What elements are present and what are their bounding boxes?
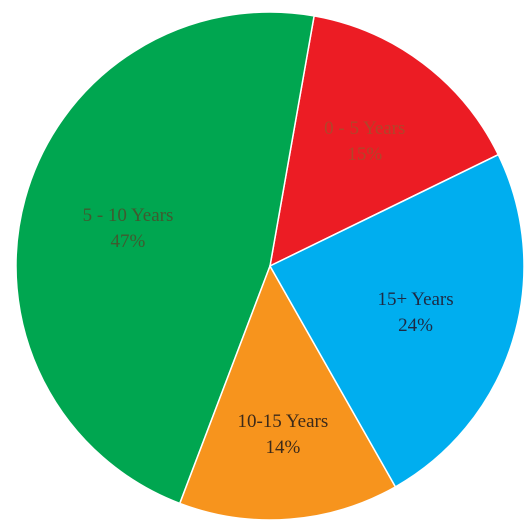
pie-slice-10-15-years [178,264,397,521]
slice-label-5-10-years: 5 - 10 Years [83,205,174,226]
slice-value-0-5-years: 15% [347,144,382,165]
pie-labels: 0 - 5 Years 15% 5 - 10 Years 47% 10-15 Years… [83,118,454,458]
slice-label-0-5-years: 0 - 5 Years [324,118,405,139]
pie-slice-15-years [268,153,525,488]
pie-slices [15,11,525,521]
pie-slice-0-5-years [269,14,500,268]
slice-value-15-years: 24% [398,315,433,336]
slice-value-5-10-years: 47% [111,231,146,252]
pie-slice-5-10-years [15,11,315,505]
slice-label-15-years: 15+ Years [377,289,453,310]
slice-label-10-15-years: 10-15 Years [237,411,328,432]
slice-value-10-15-years: 14% [265,437,300,458]
